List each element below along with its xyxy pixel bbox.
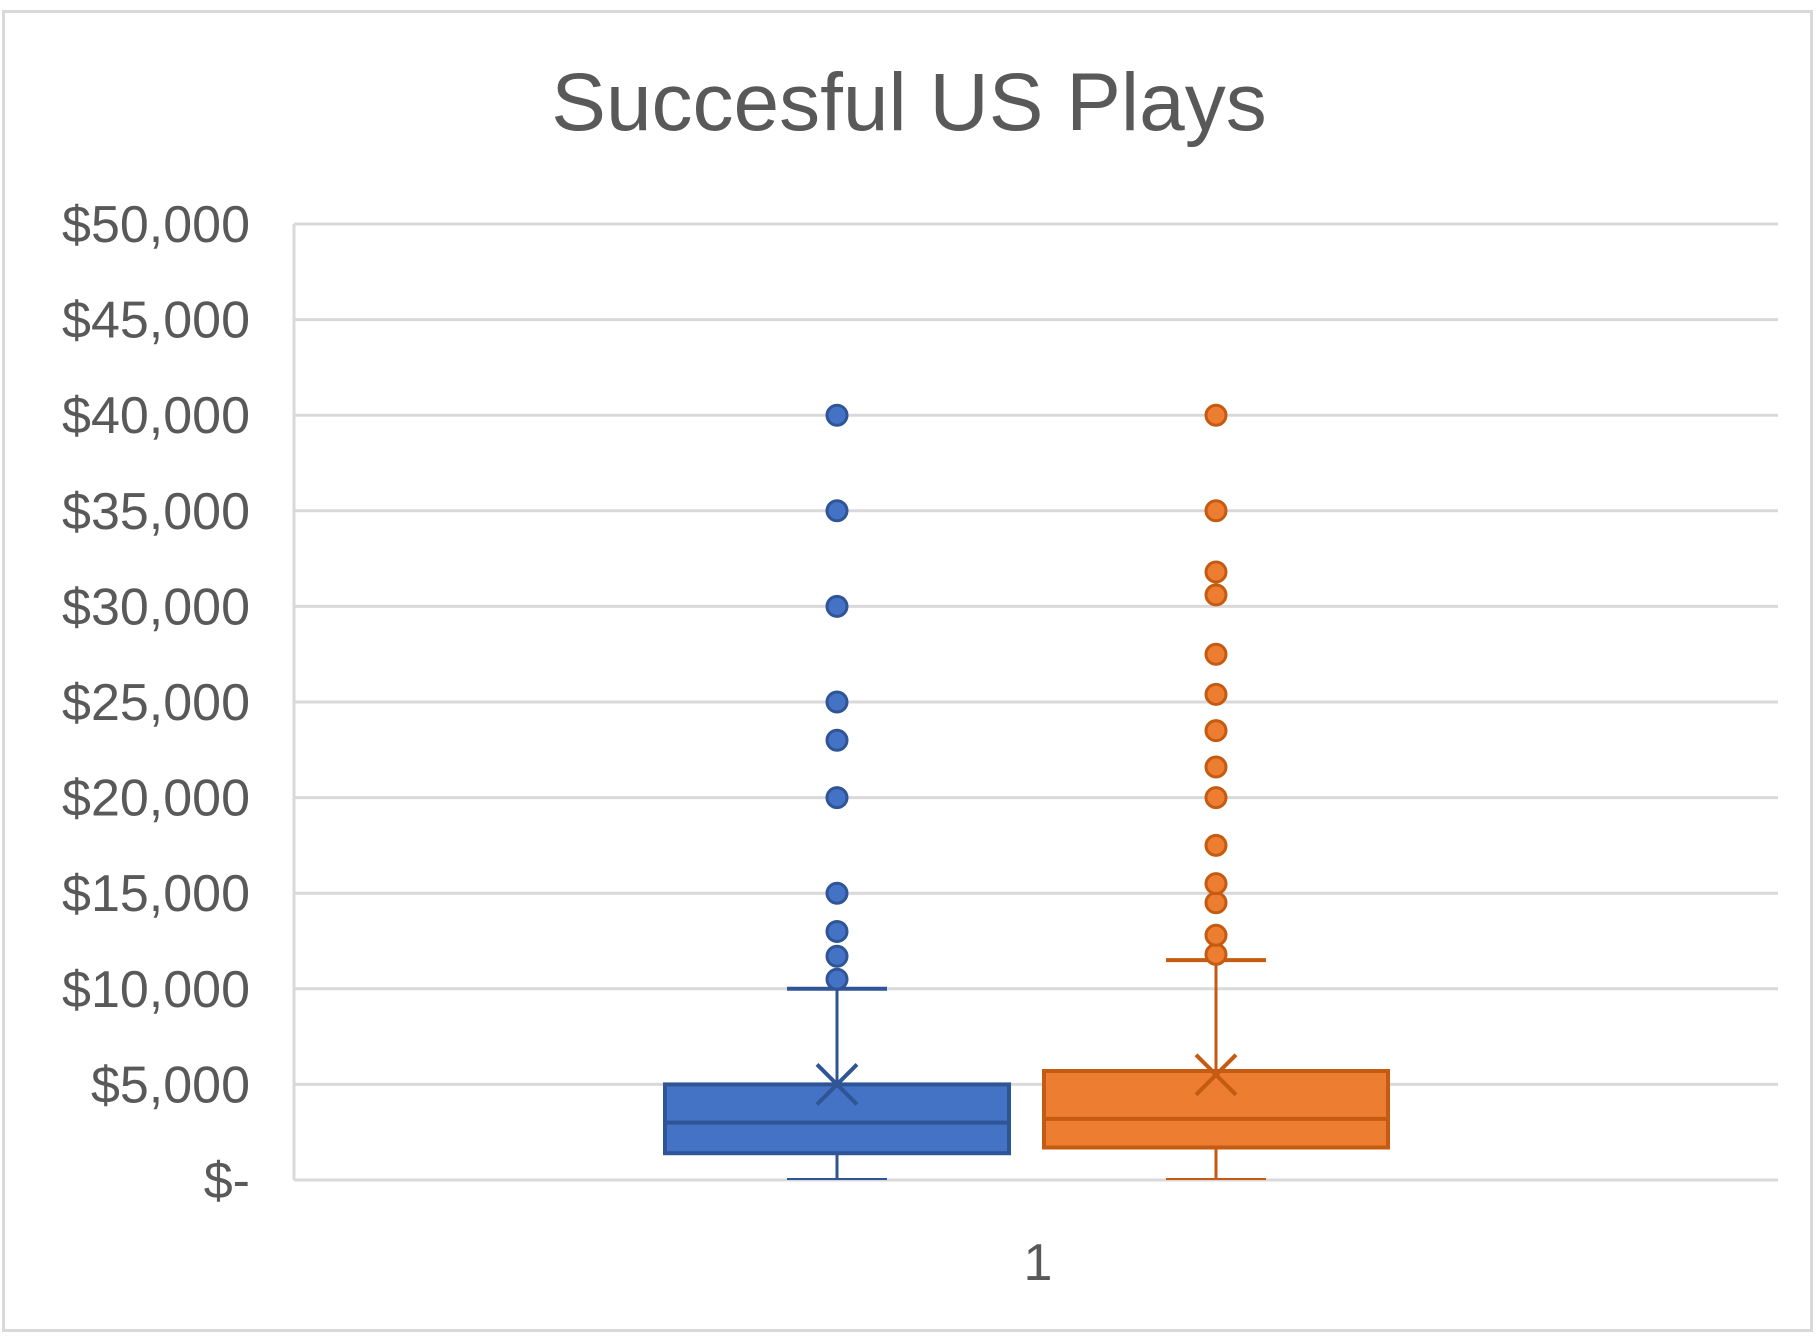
x-tick-label: 1: [1024, 1234, 1053, 1292]
outlier-point: [825, 881, 849, 905]
mean-marker: [815, 1062, 859, 1106]
outlier-point: [1204, 923, 1228, 947]
outlier-point: [825, 594, 849, 618]
outlier-point: [1204, 942, 1228, 966]
outlier-point: [1204, 499, 1228, 523]
y-tick-label: $5,000: [91, 1056, 250, 1114]
y-tick-label: $25,000: [62, 674, 250, 732]
outlier-point: [825, 403, 849, 427]
outlier-point: [1204, 786, 1228, 810]
outlier-point: [1204, 719, 1228, 743]
y-tick-label: $20,000: [62, 770, 250, 828]
series-layer: [663, 403, 1390, 1180]
outlier-point: [825, 967, 849, 991]
gridlines: [292, 222, 1778, 1182]
y-tick-label: $10,000: [62, 961, 250, 1019]
box: [1042, 1069, 1390, 1150]
outlier-point: [825, 690, 849, 714]
outlier-point: [1204, 682, 1228, 706]
outlier-point: [825, 728, 849, 752]
y-tick-label: $-: [204, 1152, 250, 1210]
y-axis-ticks: $- $5,000 $10,000 $15,000 $20,000 $25,000 $30,…: [62, 196, 250, 1210]
outlier-point: [1204, 642, 1228, 666]
x-axis-ticks: 1: [1024, 1234, 1053, 1292]
y-tick-label: $50,000: [62, 196, 250, 254]
outlier-point: [1204, 403, 1228, 427]
outlier-point: [1204, 583, 1228, 607]
outlier-point: [1204, 891, 1228, 915]
series-1: [663, 403, 1011, 1180]
mean-marker: [1194, 1053, 1238, 1097]
outlier-point: [1204, 560, 1228, 584]
outlier-point: [1204, 755, 1228, 779]
y-tick-label: $30,000: [62, 578, 250, 636]
chart-title: Succesful US Plays: [551, 57, 1267, 148]
outlier-point: [825, 786, 849, 810]
y-tick-label: $35,000: [62, 483, 250, 541]
box: [663, 1082, 1011, 1156]
outlier-point: [1204, 833, 1228, 857]
outlier-point: [1204, 872, 1228, 896]
y-tick-label: $15,000: [62, 865, 250, 923]
series-2: [1042, 403, 1390, 1180]
y-tick-label: $45,000: [62, 292, 250, 350]
outlier-point: [825, 944, 849, 968]
outlier-point: [825, 499, 849, 523]
outlier-point: [825, 919, 849, 943]
y-tick-label: $40,000: [62, 387, 250, 445]
